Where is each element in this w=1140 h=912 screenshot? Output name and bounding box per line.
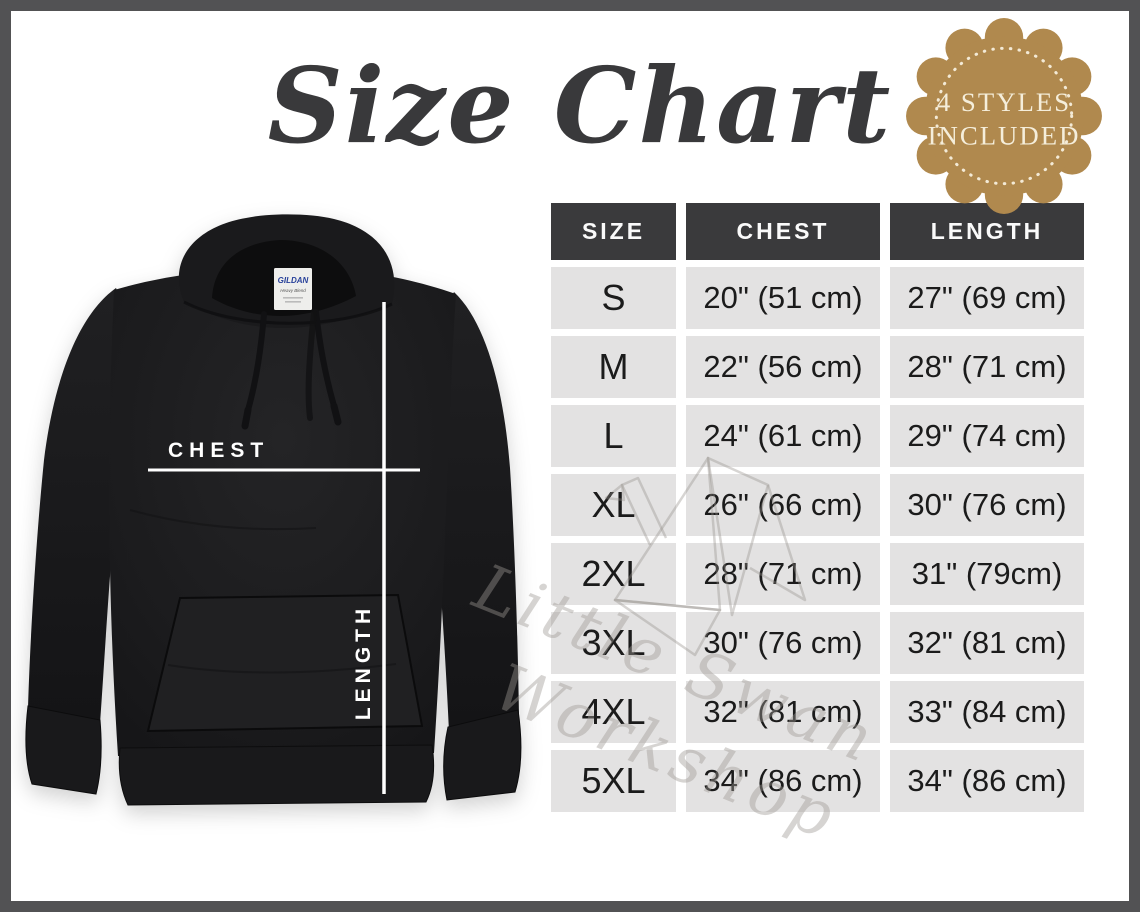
fabric-folds	[129, 509, 397, 674]
chest-measure-label: CHEST	[168, 439, 269, 462]
chest-cell: 34" (86 cm)	[686, 750, 880, 812]
column-header-chest: CHEST	[686, 203, 880, 260]
size-cell: 5XL	[551, 750, 676, 812]
size-table: SIZE CHEST LENGTH S 20" (51 cm) 27" (69 …	[551, 203, 1084, 812]
badge-line1: 4 STYLES	[937, 87, 1071, 117]
size-cell: 3XL	[551, 612, 676, 674]
brand-tag-tagline: Heavy Blend	[280, 288, 306, 293]
waistband	[118, 744, 435, 806]
column-header-length: LENGTH	[890, 203, 1084, 260]
left-sleeve	[28, 288, 130, 724]
chest-cell: 22" (56 cm)	[686, 336, 880, 398]
length-cell: 34" (86 cm)	[890, 750, 1084, 812]
brand-tag: GILDAN Heavy Blend	[274, 268, 312, 310]
brand-tag-background	[274, 268, 312, 310]
left-cuff	[25, 705, 102, 795]
chest-cell: 20" (51 cm)	[686, 267, 880, 329]
length-cell: 27" (69 cm)	[890, 267, 1084, 329]
length-cell: 28" (71 cm)	[890, 336, 1084, 398]
hoodie-photo: GILDAN Heavy Blend CHEST LENGTH	[25, 214, 522, 806]
length-cell: 32" (81 cm)	[890, 612, 1084, 674]
kangaroo-pocket	[146, 593, 424, 733]
size-cell: M	[551, 336, 676, 398]
badge-scallop-shape	[906, 18, 1102, 214]
column-header-size: SIZE	[551, 203, 676, 260]
drawstrings	[241, 309, 342, 430]
length-cell: 30" (76 cm)	[890, 474, 1084, 536]
length-cell: 29" (74 cm)	[890, 405, 1084, 467]
chest-cell: 26" (66 cm)	[686, 474, 880, 536]
tag-fine-print	[283, 297, 303, 299]
length-cell: 31" (79cm)	[890, 543, 1084, 605]
chest-cell: 28" (71 cm)	[686, 543, 880, 605]
size-cell: 4XL	[551, 681, 676, 743]
badge-dotted-ring	[934, 46, 1074, 186]
page-title: Size Chart	[267, 43, 893, 167]
chest-cell: 30" (76 cm)	[686, 612, 880, 674]
right-cuff	[443, 709, 522, 801]
chest-cell: 32" (81 cm)	[686, 681, 880, 743]
length-measure-label: LENGTH	[352, 604, 375, 720]
size-cell: L	[551, 405, 676, 467]
chest-cell: 24" (61 cm)	[686, 405, 880, 467]
length-cell: 33" (84 cm)	[890, 681, 1084, 743]
tag-fine-print	[285, 301, 301, 303]
brand-tag-name: GILDAN	[278, 276, 309, 285]
size-cell: XL	[551, 474, 676, 536]
size-cell: S	[551, 267, 676, 329]
styles-included-badge: 4 STYLES INCLUDED	[906, 18, 1102, 214]
size-cell: 2XL	[551, 543, 676, 605]
badge-line2: INCLUDED	[928, 120, 1081, 150]
neckline-seam	[183, 300, 393, 325]
